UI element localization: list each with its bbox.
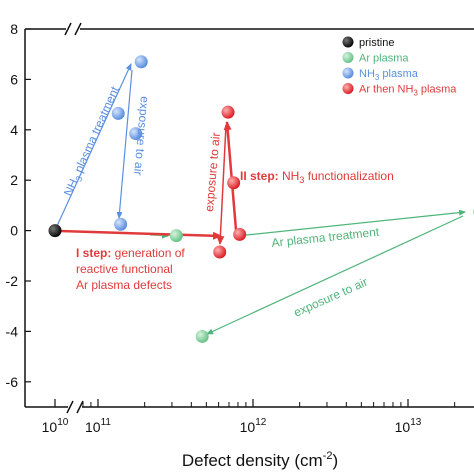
ann-step2: II step: NH3 functionalization xyxy=(240,169,394,185)
bottom-axis-break-icon xyxy=(66,400,84,414)
blue-arrow-treatment xyxy=(56,63,132,227)
top-axis-break-icon xyxy=(64,22,82,36)
red-arrow-step2 xyxy=(223,121,238,231)
x-tick-label: 1012 xyxy=(240,417,267,435)
green-arrow-air xyxy=(206,215,464,335)
data-point-ar-then-nh3 xyxy=(233,227,247,241)
blue-arrow-air xyxy=(116,69,133,219)
connector-arrows xyxy=(56,63,466,335)
y-tick-label: -4 xyxy=(6,323,19,339)
data-point-ar-plasma xyxy=(195,329,209,343)
x-tick-label: 1011 xyxy=(85,417,111,435)
data-points xyxy=(48,55,474,343)
legend: pristine Ar plasma NH3 plasma Ar then NH3 p… xyxy=(342,36,457,98)
ann-ar-air: exposure to air xyxy=(292,275,370,320)
ann-step1a: I step: generation of xyxy=(76,246,185,260)
x-axis-ticks: 1010 1011 1012 1013 xyxy=(42,399,456,435)
y-tick-label: 8 xyxy=(10,21,18,37)
legend-marker xyxy=(342,83,354,94)
data-point-nh3-plasma xyxy=(129,127,143,141)
x-axis-label: Defect density (cm-2) xyxy=(182,450,338,470)
x-tick-label: 1010 xyxy=(42,417,69,435)
y-tick-label: -2 xyxy=(6,273,19,289)
x-axis-label-sup: -2 xyxy=(323,450,333,462)
legend-marker xyxy=(342,67,354,79)
y-tick-label: 6 xyxy=(10,71,18,87)
data-point-ar-then-nh3 xyxy=(227,176,241,190)
y-axis-ticks: 8 6 4 2 0 -2 -4 -6 xyxy=(6,21,31,390)
y-tick-label: 4 xyxy=(10,122,18,138)
data-point-nh3-plasma xyxy=(134,55,148,69)
legend-marker xyxy=(342,52,354,63)
data-point-nh3-plasma xyxy=(114,217,128,231)
green-arrow-treatment xyxy=(236,209,466,237)
axes xyxy=(24,22,474,414)
red-arrow-step1 xyxy=(59,229,222,240)
legend-label: pristine xyxy=(359,37,394,49)
ann-blue-air: exposure to air xyxy=(131,96,152,176)
red-arrow-air xyxy=(216,124,227,245)
data-point-ar-then-nh3 xyxy=(221,105,235,119)
y-tick-label: 0 xyxy=(10,223,18,239)
legend-label: Ar plasma xyxy=(359,53,409,65)
ann-ar-treatment: Ar plasma treatment xyxy=(271,225,381,250)
y-tick-label: -6 xyxy=(6,374,19,390)
green-arrow-pristine-to-ar xyxy=(149,232,169,239)
x-axis-label-tail: ) xyxy=(332,451,338,470)
legend-label: NH3 plasma xyxy=(359,68,419,82)
legend-label: Ar then NH3 plasma xyxy=(359,84,457,98)
ann-step1b: reactive functional xyxy=(76,262,173,276)
data-point-nh3-plasma xyxy=(111,106,125,120)
y-tick-label: 2 xyxy=(10,172,18,188)
ann-step1c: Ar plasma defects xyxy=(76,278,172,292)
legend-marker xyxy=(342,36,354,48)
annotations: NH3 plasma treatment exposure to air exp… xyxy=(61,84,394,320)
x-axis-label-main: Defect density (cm xyxy=(182,451,323,470)
ann-nh3-treatment: NH3 plasma treatment xyxy=(61,84,124,199)
x-tick-label: 1013 xyxy=(395,417,422,435)
ann-red-air: exposure to air xyxy=(202,132,223,212)
data-point-ar-then-nh3 xyxy=(213,245,227,259)
data-point-ar-plasma xyxy=(169,229,183,243)
data-point-pristine xyxy=(48,224,62,238)
